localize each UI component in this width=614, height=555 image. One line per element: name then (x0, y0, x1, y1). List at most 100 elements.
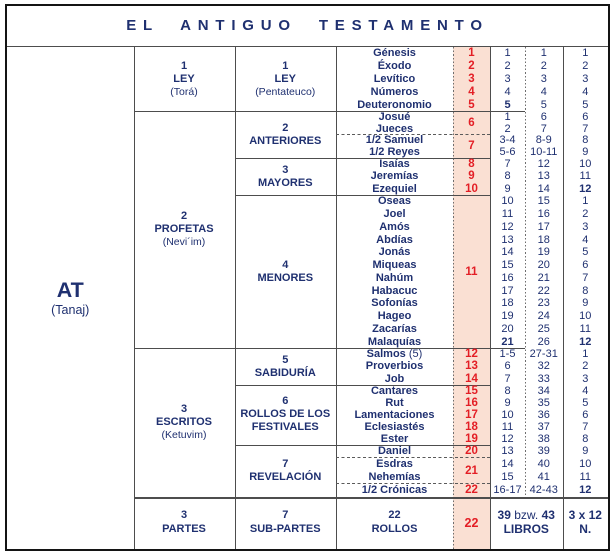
summary-numeracion: 3 x 12 N. (563, 497, 609, 549)
text: Zacarías (372, 322, 417, 335)
scroll-number-18: 18 (453, 421, 490, 433)
book-malaqu-as: Malaquías (336, 335, 453, 348)
text: bzw. (510, 508, 542, 523)
vline-subpart (336, 47, 337, 549)
text: 7 (282, 457, 289, 470)
num-col1: 7 (504, 158, 511, 171)
scroll-number-2: 2 (453, 60, 490, 73)
num-col2: 39 (537, 445, 550, 458)
summary-scroll-total: 22 (453, 497, 490, 549)
book-ester: Ester (336, 433, 453, 445)
num-col3: 11 (579, 170, 591, 183)
text: REVELACIÓN (249, 470, 322, 483)
scroll-number-8: 8 (453, 158, 490, 170)
num-col2: 25 (537, 322, 550, 335)
text: 4 (282, 258, 289, 271)
text: SABIDURÍA (254, 366, 316, 379)
text: Isaías (379, 158, 410, 171)
num-col1: 1 (504, 110, 511, 123)
text: 22 (464, 515, 479, 530)
subpart-cell-5: 5 SABIDURÍA (235, 348, 337, 385)
text: Sofonías (371, 297, 418, 310)
num-col1: 1-5 (499, 348, 516, 361)
text: Eclesiastés (364, 420, 425, 433)
num-col2: 33 (537, 372, 550, 385)
text: Josué (378, 110, 411, 123)
scroll-number-14: 14 (453, 373, 490, 385)
book-eclesiast-s: Eclesiastés (336, 421, 453, 433)
text: ROLLOS (371, 522, 418, 535)
num-col3: 7 (582, 122, 589, 135)
num-col1: 13 (501, 233, 514, 246)
num-col2: 37 (537, 420, 550, 433)
text: 10 (465, 182, 478, 195)
num-col1: 10 (501, 195, 514, 208)
num-col1: 20 (501, 322, 514, 335)
text: Números (370, 85, 419, 98)
num-col3: 10 (579, 458, 592, 471)
title-separator (7, 45, 608, 48)
num-col3: 6 (582, 408, 589, 421)
subpart-cell-2: 2 ANTERIORES (235, 111, 337, 158)
text: 1/2 Crónicas (361, 484, 428, 497)
subpart-cell-4: 4 MENORES (235, 195, 337, 348)
text: (Tanaj) (51, 303, 90, 318)
scroll-number-12: 12 (453, 348, 490, 360)
text: (Pentateuco) (255, 85, 316, 98)
text: 1/2 Samuel (365, 134, 424, 147)
text: Nahúm (375, 271, 414, 284)
scroll-number-4: 4 (453, 85, 490, 98)
text: Génesis (373, 47, 416, 60)
scroll-number-16: 16 (453, 397, 490, 409)
book-1-2-reyes: 1/2 Reyes (336, 146, 453, 158)
num-col1: 19 (501, 310, 514, 323)
text: Esdras (376, 458, 413, 471)
text: Job (384, 372, 405, 385)
text: Nehemías (368, 471, 421, 484)
num-col2: 32 (537, 360, 550, 373)
book-job: Job (336, 373, 453, 385)
book-n-meros: Números (336, 85, 453, 98)
text: 3 (468, 72, 475, 85)
num-col2: 23 (537, 297, 550, 310)
book-nehem-as: Nehemías (336, 471, 453, 484)
num-col3: 9 (582, 146, 589, 159)
num-col3: 2 (582, 208, 589, 221)
num-col2: 17 (537, 220, 550, 233)
text: MENORES (257, 271, 314, 284)
scroll-number-6: 6 (453, 111, 490, 135)
text: 3 x 12 (568, 508, 602, 523)
book-cantares: Cantares (336, 385, 453, 397)
num-col1: 17 (501, 284, 514, 297)
text: 2 (282, 121, 289, 134)
text: 4 (468, 85, 475, 98)
num-col2: 10-11 (530, 146, 558, 159)
book-oseas: Oseas (336, 195, 453, 208)
num-col2: 24 (537, 310, 550, 323)
book-proverbios: Proverbios (336, 360, 453, 372)
book-am-s: Amós (336, 221, 453, 234)
num-col2: 7 (540, 122, 547, 135)
num-col2: 20 (537, 259, 550, 272)
book-hageo: Hageo (336, 310, 453, 323)
text: 16 (465, 396, 478, 409)
chart-title: EL ANTIGUO TESTAMENTO (126, 17, 489, 35)
num-col2: 14 (537, 182, 550, 195)
scroll-number-9: 9 (453, 170, 490, 182)
book-g-nesis: Génesis (336, 47, 453, 60)
num-col3: 5 (582, 98, 589, 111)
summary-partes: 3 PARTES (134, 497, 235, 549)
text: N. (579, 521, 592, 536)
scroll-number-15: 15 (453, 385, 490, 397)
book-josu-: Josué (336, 111, 453, 123)
book--xodo: Éxodo (336, 60, 453, 73)
text: LEY (274, 72, 296, 85)
subpart-cell-1: 1 LEY (Pentateuco) (235, 47, 337, 111)
vdot-scroll-left (453, 47, 454, 549)
text: 3 (282, 163, 289, 176)
vline-col2-col3 (562, 47, 564, 549)
outer-border (5, 4, 610, 551)
text: ROLLOS DE LOS (240, 408, 331, 421)
text: 18 (465, 420, 478, 433)
hdash-scroll-divider (336, 134, 490, 135)
